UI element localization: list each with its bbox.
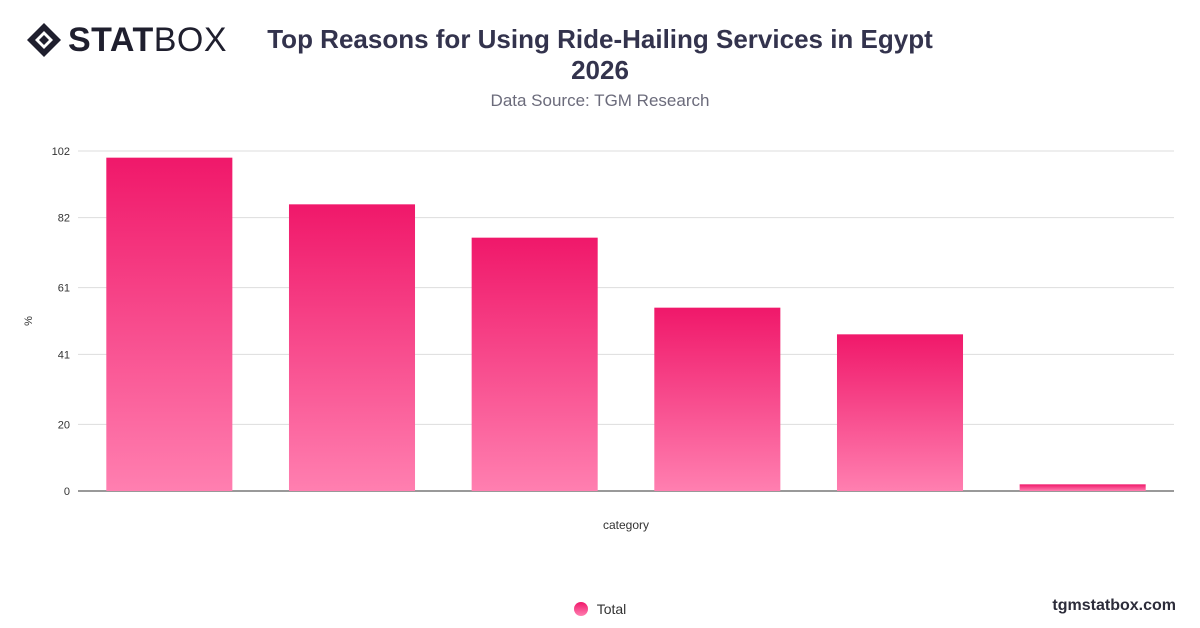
diamond-logo-icon: [27, 23, 61, 57]
y-tick-label: 41: [58, 349, 70, 361]
logo-box-text: BOX: [153, 21, 228, 59]
chart-subtitle: Data Source: TGM Research: [490, 91, 710, 110]
chart-title-line2: 2026: [571, 55, 629, 85]
site-url: tgmstatbox.com: [1052, 597, 1176, 614]
bar-chart: 0 20 41 61 82 102 category%: [23, 146, 1174, 532]
y-tick-label: 20: [58, 419, 70, 431]
bar[interactable]: [654, 307, 781, 491]
legend[interactable]: Total: [0, 601, 1200, 617]
y-tick-labels: 0 20 41 61 82 102: [52, 146, 70, 498]
logo-stat-text: STAT: [68, 21, 154, 59]
statbox-logo: STATBOX: [26, 22, 227, 58]
bar[interactable]: [1019, 484, 1146, 491]
bar[interactable]: [106, 157, 233, 491]
bar[interactable]: [471, 237, 598, 491]
axis-labels: category%: [23, 316, 649, 532]
y-tick-label: 61: [58, 283, 70, 295]
chart-title-line1: Top Reasons for Using Ride-Hailing Servi…: [267, 24, 933, 54]
legend-swatch: [573, 602, 588, 616]
grid-lines: [78, 150, 1174, 492]
x-axis-label: category: [603, 518, 649, 532]
bars: [106, 157, 1146, 492]
chart-title: Top Reasons for Using Ride-Hailing Servi…: [250, 24, 950, 86]
bar[interactable]: [288, 204, 416, 492]
y-tick-label: 102: [52, 146, 70, 158]
bar[interactable]: [836, 334, 964, 491]
y-tick-label: 82: [58, 213, 70, 225]
y-tick-label: 0: [64, 486, 70, 498]
logo-wordmark: STATBOX: [68, 22, 227, 58]
legend-series-label: Total: [596, 601, 627, 617]
y-axis-label: %: [23, 316, 35, 326]
